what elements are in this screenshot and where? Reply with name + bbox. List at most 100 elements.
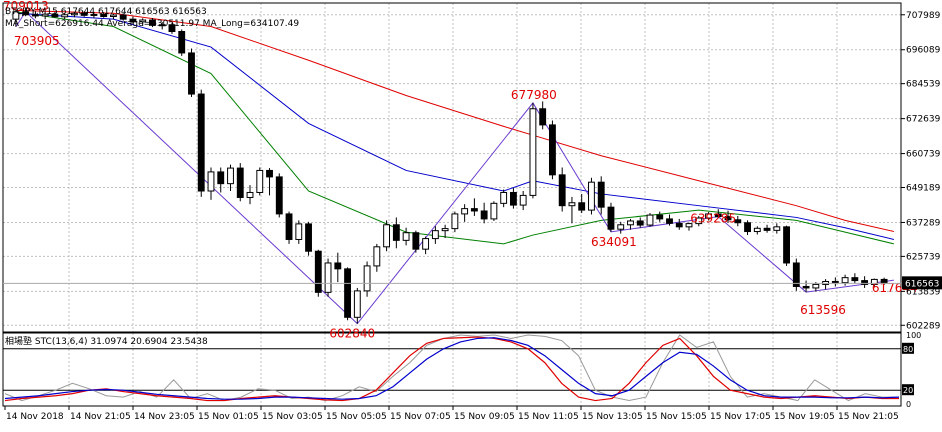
price-axis-label: 602289 bbox=[906, 321, 941, 331]
zigzag-label: 639285 bbox=[690, 212, 736, 226]
candle-body-up bbox=[461, 208, 469, 215]
candle-body-down bbox=[314, 250, 322, 293]
candle-body-up bbox=[353, 290, 361, 318]
candle-body-up bbox=[256, 169, 264, 193]
candle-body-up bbox=[529, 108, 537, 196]
candle-body-up bbox=[627, 220, 634, 226]
candle-body-down bbox=[675, 222, 683, 228]
price-axis-label: 660739 bbox=[906, 150, 941, 160]
candle-body-down bbox=[197, 93, 205, 192]
candle-body-up bbox=[70, 12, 78, 16]
candle-body-up bbox=[12, 11, 20, 20]
candle-body-up bbox=[705, 213, 712, 219]
candle-body-up bbox=[402, 232, 410, 241]
price-panel-frame bbox=[2, 2, 902, 333]
candle-body-up bbox=[110, 14, 117, 18]
candle-body-down bbox=[714, 213, 722, 218]
candle-body-down bbox=[724, 216, 732, 221]
zigzag-label: 613596 bbox=[800, 303, 846, 317]
candle-body-down bbox=[31, 14, 39, 17]
candle-body-up bbox=[61, 14, 69, 18]
candle-body-up bbox=[588, 181, 595, 211]
candle-body-down bbox=[285, 213, 293, 240]
candle-body-up bbox=[773, 226, 781, 231]
candle-body-up bbox=[812, 283, 820, 289]
candle-body-down bbox=[792, 262, 800, 287]
candle-body-up bbox=[695, 217, 703, 225]
candle-body-up bbox=[500, 191, 508, 204]
chart-header-symbol: BTCJPY,M15 617644 617644 616563 616563 bbox=[5, 7, 207, 17]
candle-body-down bbox=[80, 12, 88, 16]
candle-body-down bbox=[168, 24, 176, 32]
indicator-axis-label: 0 bbox=[906, 400, 911, 409]
candle-body-down bbox=[656, 214, 664, 220]
price-axis-label: 707989 bbox=[906, 11, 941, 21]
candle-body-down bbox=[734, 219, 742, 224]
candle-body-up bbox=[568, 202, 576, 207]
candle-body-down bbox=[334, 262, 342, 270]
price-axis-label: 637289 bbox=[906, 218, 941, 228]
candle-body-down bbox=[188, 52, 195, 95]
candle-body-down bbox=[392, 224, 400, 241]
candle-body-up bbox=[324, 262, 332, 293]
candle-body-up bbox=[685, 223, 693, 228]
time-axis-label: 15 Nov 03:05 bbox=[262, 412, 323, 422]
candle-body-up bbox=[227, 167, 234, 185]
stc-lines bbox=[4, 334, 900, 402]
price-axis-label: 684539 bbox=[906, 80, 941, 90]
zigzag-label: 602840 bbox=[329, 327, 375, 341]
time-axis-label: 14 Nov 21:05 bbox=[70, 412, 131, 422]
time-axis-label: 15 Nov 01:05 bbox=[198, 412, 259, 422]
price-axis-label: 613839 bbox=[906, 287, 941, 297]
candle-body-up bbox=[139, 19, 147, 23]
candle-body-down bbox=[851, 277, 859, 282]
candle-body-up bbox=[519, 194, 527, 206]
ma-line-ma-short bbox=[15, 11, 894, 245]
candle-body-down bbox=[412, 232, 420, 250]
stc-slow-line bbox=[4, 337, 900, 400]
indicator-panel-frame bbox=[2, 332, 902, 407]
candle-body-down bbox=[744, 222, 751, 233]
candle-body-down bbox=[861, 280, 869, 285]
candle-body-down bbox=[509, 191, 517, 206]
candle-body-down bbox=[480, 210, 488, 220]
candle-body-down bbox=[305, 223, 312, 252]
candle-body-down bbox=[344, 268, 351, 318]
candle-body-down bbox=[831, 280, 839, 284]
stc-fast-line bbox=[4, 336, 899, 402]
indicator-axis-label: 80 bbox=[903, 345, 913, 354]
current-price-tag bbox=[902, 276, 942, 290]
zigzag-label: 677980 bbox=[511, 88, 557, 102]
candle-body-down bbox=[763, 227, 771, 231]
ma-line-ma-long bbox=[15, 9, 894, 233]
stc-level-tag bbox=[902, 384, 914, 396]
price-axis-label: 625739 bbox=[906, 252, 941, 262]
zigzag-labels: 703905 709013 602840 677980 634091 639285 6135… bbox=[3, 0, 918, 341]
time-axis-label: 14 Nov 23:05 bbox=[134, 412, 195, 422]
candle-body-down bbox=[178, 30, 186, 54]
price-axis-label: 696089 bbox=[906, 46, 941, 56]
candle-body-up bbox=[90, 13, 98, 16]
candle-body-down bbox=[51, 13, 59, 18]
zigzag-line bbox=[15, 11, 894, 325]
candle-body-up bbox=[422, 238, 430, 250]
candle-body-up bbox=[158, 24, 166, 27]
time-axis-label: 15 Nov 09:05 bbox=[454, 412, 515, 422]
candle-body-down bbox=[802, 285, 810, 289]
indicator-axis-label: 100 bbox=[906, 331, 921, 340]
time-axis-label: 15 Nov 07:05 bbox=[390, 412, 451, 422]
candle-body-up bbox=[207, 171, 215, 192]
candle-body-down bbox=[149, 19, 156, 26]
time-axis-label: 15 Nov 13:05 bbox=[582, 412, 643, 422]
candle-body-up bbox=[363, 265, 371, 292]
candle-body-up bbox=[373, 246, 381, 267]
candle-body-up bbox=[490, 202, 498, 220]
stc-raw-line bbox=[4, 334, 899, 402]
candle-body-down bbox=[236, 167, 244, 198]
candle-body-up bbox=[753, 227, 761, 233]
time-axis-label: 15 Nov 11:05 bbox=[518, 412, 579, 422]
time-axis-label: 14 Nov 2018 bbox=[6, 412, 64, 422]
candle-body-up bbox=[646, 214, 654, 226]
